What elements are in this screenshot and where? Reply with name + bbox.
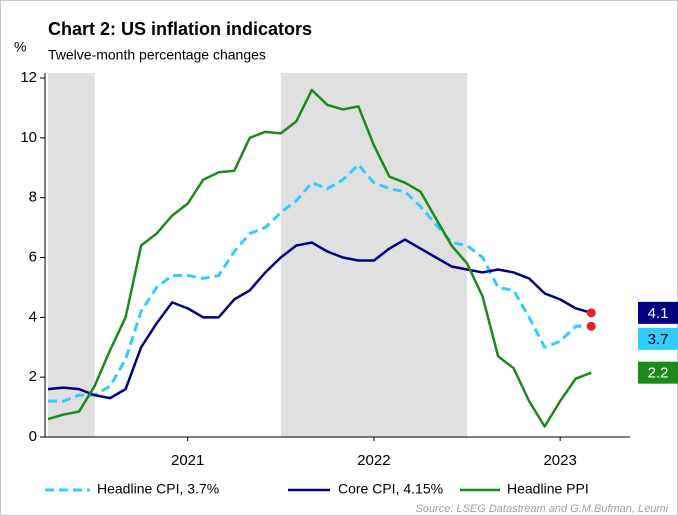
legend-label: Headline CPI, 3.7% [97,481,219,497]
x-tick-label: 2021 [171,452,204,469]
series-line [47,238,592,400]
end-label: 3.7 [648,331,669,348]
y-tick-label: 2 [29,368,37,385]
end-label: 2.2 [648,365,669,382]
x-tick-label: 2022 [357,452,390,469]
end-label: 4.1 [648,305,669,322]
y-tick-label: 8 [29,189,37,206]
series-line [48,163,592,403]
y-tick-label: 0 [29,428,37,445]
legend-label: Headline PPI [507,481,589,497]
legend: Headline CPI, 3.7% Core CPI, 4.15% Headl… [45,481,589,497]
y-tick-label: 4 [29,308,37,325]
x-tick-label: 2023 [543,452,576,469]
end-label-box [638,301,678,324]
series-line [47,88,592,428]
y-unit: % [14,39,26,55]
y-tick-label: 6 [29,248,37,265]
legend-label: Core CPI, 4.15% [338,481,443,497]
chart-title: Chart 2: US inflation indicators [48,19,312,39]
end-dot [586,308,596,318]
y-tick-label: 10 [20,129,37,146]
chart-subtitle: Twelve-month percentage changes [48,47,266,63]
shaded-band [48,73,95,437]
shaded-band [280,73,468,437]
source: Source: LSEG Datastream and G.M.Bufman, … [415,503,668,515]
end-label-box [638,327,678,350]
y-tick-label: 12 [20,69,37,86]
end-dot [586,321,596,331]
end-label-box [638,361,678,384]
